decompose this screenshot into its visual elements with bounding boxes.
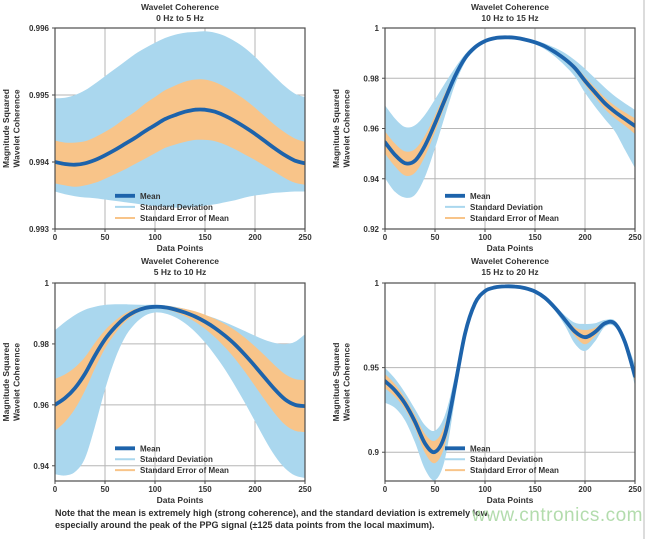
svg-text:Standard Error of Mean: Standard Error of Mean <box>140 466 229 475</box>
chart-canvas: 0 50 100 150 200 250 0.9 0.95 1 Wavelet Coherence… <box>331 256 642 505</box>
svg-text:Mean: Mean <box>140 192 161 201</box>
svg-text:1: 1 <box>375 279 380 288</box>
svg-text:0: 0 <box>383 233 388 242</box>
svg-text:Data Points: Data Points <box>487 243 534 253</box>
svg-text:Data Points: Data Points <box>157 495 204 505</box>
svg-text:Wavelet Coherence: Wavelet Coherence <box>342 89 352 167</box>
svg-text:Wavelet Coherence: Wavelet Coherence <box>342 343 352 421</box>
figure-note: Note that the mean is extremely high (st… <box>55 508 490 531</box>
svg-text:250: 250 <box>628 485 642 494</box>
svg-text:0.993: 0.993 <box>29 225 50 234</box>
svg-text:150: 150 <box>198 485 212 494</box>
svg-text:Wavelet Coherence: Wavelet Coherence <box>141 256 219 266</box>
svg-text:50: 50 <box>431 485 440 494</box>
svg-text:Wavelet Coherence: Wavelet Coherence <box>471 2 549 12</box>
svg-text:Standard Deviation: Standard Deviation <box>140 455 213 464</box>
chart-wavelet-coherence-5-10hz: 0 50 100 150 200 250 0.94 0.96 0.98 1 Wavelet Cohe… <box>0 254 322 508</box>
chart-wavelet-coherence-10-15hz: 0 50 100 150 200 250 0.92 0.94 0.96 0.98 1 Wavelet … <box>323 0 645 254</box>
svg-text:Magnitude Squared: Magnitude Squared <box>331 89 341 168</box>
svg-text:250: 250 <box>298 485 312 494</box>
svg-text:Wavelet Coherence: Wavelet Coherence <box>471 256 549 266</box>
svg-text:Data Points: Data Points <box>157 243 204 253</box>
svg-text:Wavelet Coherence: Wavelet Coherence <box>12 343 22 421</box>
svg-text:50: 50 <box>101 233 110 242</box>
svg-text:150: 150 <box>528 233 542 242</box>
svg-text:0.94: 0.94 <box>33 462 49 471</box>
figure-note-line1: Note that the mean is extremely high (st… <box>55 508 490 518</box>
svg-text:250: 250 <box>298 233 312 242</box>
svg-text:100: 100 <box>148 485 162 494</box>
svg-text:100: 100 <box>148 233 162 242</box>
svg-text:200: 200 <box>578 233 592 242</box>
chart-canvas: 0 50 100 150 200 250 0.94 0.96 0.98 1 Wavelet Cohe… <box>1 256 312 505</box>
svg-text:0.98: 0.98 <box>33 340 49 349</box>
svg-text:0.95: 0.95 <box>363 364 379 373</box>
svg-text:Standard Error of Mean: Standard Error of Mean <box>470 466 559 475</box>
svg-text:150: 150 <box>528 485 542 494</box>
figure-note-line2: especially around the peak of the PPG si… <box>55 519 435 530</box>
svg-text:Standard Deviation: Standard Deviation <box>140 203 213 212</box>
svg-text:0.94: 0.94 <box>363 175 379 184</box>
svg-text:1: 1 <box>45 279 50 288</box>
svg-text:Standard Deviation: Standard Deviation <box>470 203 543 212</box>
svg-text:1: 1 <box>375 24 380 33</box>
svg-text:200: 200 <box>248 233 262 242</box>
svg-text:0.994: 0.994 <box>29 158 50 167</box>
svg-text:Mean: Mean <box>470 192 491 201</box>
svg-text:15 Hz to 20 Hz: 15 Hz to 20 Hz <box>481 267 538 277</box>
watermark-cntronics: www.cntronics.com <box>471 505 643 526</box>
svg-text:5 Hz to 10 Hz: 5 Hz to 10 Hz <box>154 267 206 277</box>
svg-text:150: 150 <box>198 233 212 242</box>
svg-text:Mean: Mean <box>140 444 161 453</box>
svg-text:Magnitude Squared: Magnitude Squared <box>1 343 11 422</box>
svg-text:50: 50 <box>431 233 440 242</box>
chart-wavelet-coherence-15-20hz: 0 50 100 150 200 250 0.9 0.95 1 Wavelet Coherence… <box>323 254 645 508</box>
svg-text:100: 100 <box>478 485 492 494</box>
svg-text:200: 200 <box>578 485 592 494</box>
svg-text:Magnitude Squared: Magnitude Squared <box>1 89 11 168</box>
svg-text:0.98: 0.98 <box>363 74 379 83</box>
svg-text:0: 0 <box>383 485 388 494</box>
chart-canvas: 0 50 100 150 200 250 0.92 0.94 0.96 0.98 1 Wavelet … <box>331 2 642 253</box>
svg-text:200: 200 <box>248 485 262 494</box>
svg-text:0.9: 0.9 <box>368 448 380 457</box>
svg-text:Data Points: Data Points <box>487 495 534 505</box>
svg-text:0.995: 0.995 <box>29 91 50 100</box>
chart-canvas: 0 50 100 150 200 250 0.993 0.994 0.995 0.996 Wavel… <box>1 2 312 253</box>
svg-text:Magnitude Squared: Magnitude Squared <box>331 343 341 422</box>
svg-text:0: 0 <box>53 485 58 494</box>
svg-text:0.96: 0.96 <box>33 401 49 410</box>
svg-text:Standard Error of Mean: Standard Error of Mean <box>470 214 559 223</box>
chart-wavelet-coherence-0-5hz: 0 50 100 150 200 250 0.993 0.994 0.995 0.996 Wavel… <box>0 0 322 254</box>
svg-text:0 Hz to 5 Hz: 0 Hz to 5 Hz <box>156 13 204 23</box>
svg-text:Standard Error of Mean: Standard Error of Mean <box>140 214 229 223</box>
svg-text:100: 100 <box>478 233 492 242</box>
svg-text:Wavelet Coherence: Wavelet Coherence <box>12 89 22 167</box>
svg-text:0.92: 0.92 <box>363 225 379 234</box>
svg-text:Wavelet Coherence: Wavelet Coherence <box>141 2 219 12</box>
svg-text:Mean: Mean <box>470 444 491 453</box>
svg-text:0.96: 0.96 <box>363 125 379 134</box>
svg-text:50: 50 <box>101 485 110 494</box>
svg-text:250: 250 <box>628 233 642 242</box>
svg-text:10 Hz to 15 Hz: 10 Hz to 15 Hz <box>481 13 538 23</box>
svg-text:Standard Deviation: Standard Deviation <box>470 455 543 464</box>
svg-text:0.996: 0.996 <box>29 24 50 33</box>
svg-text:0: 0 <box>53 233 58 242</box>
